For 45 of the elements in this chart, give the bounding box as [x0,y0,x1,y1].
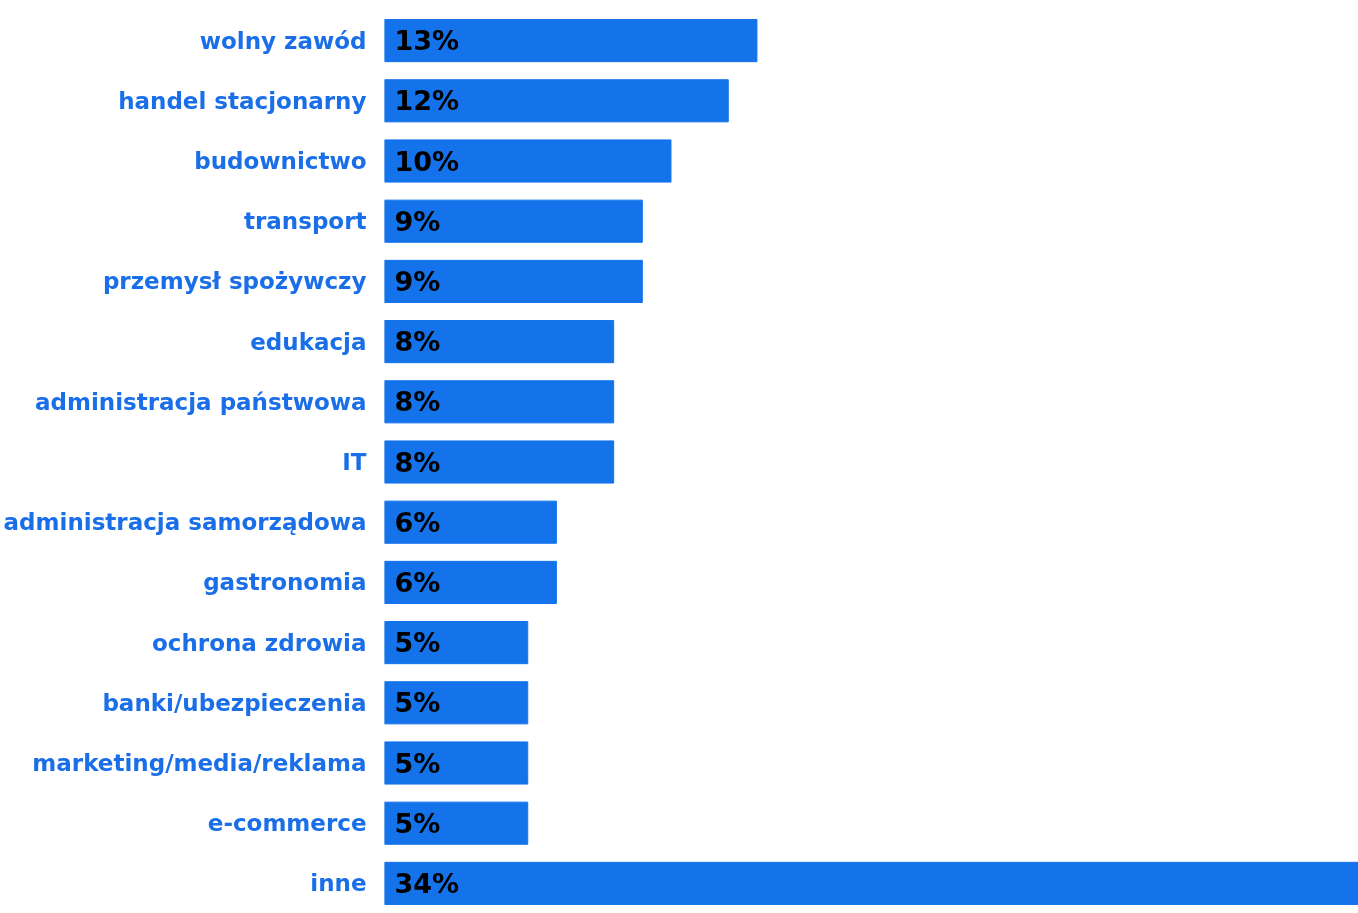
y-tick-label: marketing/media/reklama [32,750,367,776]
y-tick-label: administracja samorządowa [3,509,367,536]
data-label: 8% [394,446,441,478]
bar [384,19,758,63]
data-label: 13% [394,25,460,57]
data-label: 8% [394,386,441,418]
bar [384,560,557,604]
data-label: 5% [394,807,441,839]
y-tick-label: IT [342,449,367,475]
bar [384,861,1358,905]
y-tick-label: handel stacjonarny [118,87,367,114]
data-label: 8% [394,326,441,358]
y-tick-label: administracja państwowa [34,388,367,415]
bar [384,741,529,785]
y-tick-label: gastronomia [203,569,367,596]
bar [384,79,729,123]
y-tick-label: edukacja [250,328,367,355]
data-label: 9% [394,265,441,297]
bar [384,139,672,183]
bar [384,500,557,544]
bar [384,621,529,665]
y-tick-label: e-commerce [207,810,367,837]
data-label: 9% [394,205,441,237]
bar [384,801,529,845]
data-label: 34% [394,867,460,899]
y-tick-label: wolny zawód [199,27,367,54]
bar [384,259,643,303]
y-tick-label: inne [310,870,367,897]
data-label: 5% [394,747,441,779]
y-tick-label: transport [243,208,367,235]
y-tick-label: banki/ubezpieczenia [102,689,367,716]
data-label: 6% [394,506,441,538]
bar [384,380,615,424]
bar [384,320,615,364]
y-tick-label: budownictwo [194,148,367,174]
data-label: 10% [394,145,460,177]
data-label: 6% [394,566,441,598]
y-tick-label: przemysł spożywczy [102,268,367,295]
data-label: 12% [394,85,460,117]
bar [384,681,529,725]
bar [384,199,643,243]
y-tick-label: ochrona zdrowia [152,629,367,656]
data-label: 5% [394,687,441,719]
bar [384,440,615,484]
data-label: 5% [394,627,441,659]
